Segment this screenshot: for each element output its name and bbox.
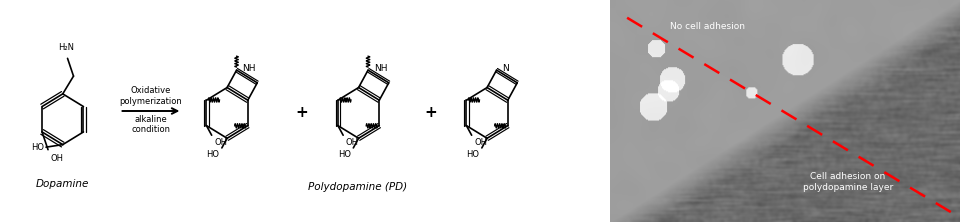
Text: HO: HO [338,151,351,159]
Text: alkaline: alkaline [134,115,167,124]
Text: condition: condition [132,125,170,134]
Text: NH: NH [374,64,388,73]
Text: polymerization: polymerization [119,97,182,106]
Text: HO: HO [206,151,220,159]
Text: HO: HO [467,151,479,159]
Text: N: N [502,64,509,73]
Text: Cell adhesion on
polydopamine layer: Cell adhesion on polydopamine layer [803,172,893,192]
Text: No cell adhesion: No cell adhesion [670,22,745,31]
Text: NH: NH [243,64,256,73]
Text: OH: OH [474,138,487,147]
Text: H₂N: H₂N [58,43,74,52]
Text: +: + [424,105,437,120]
Text: OH: OH [51,154,63,163]
Text: Polydopamine (PD): Polydopamine (PD) [307,182,407,192]
Text: HO: HO [31,143,43,152]
Text: OH: OH [346,138,358,147]
Text: Dopamine: Dopamine [36,179,89,189]
Text: OH: OH [214,138,228,147]
Text: +: + [296,105,308,120]
Text: Oxidative: Oxidative [131,85,171,95]
